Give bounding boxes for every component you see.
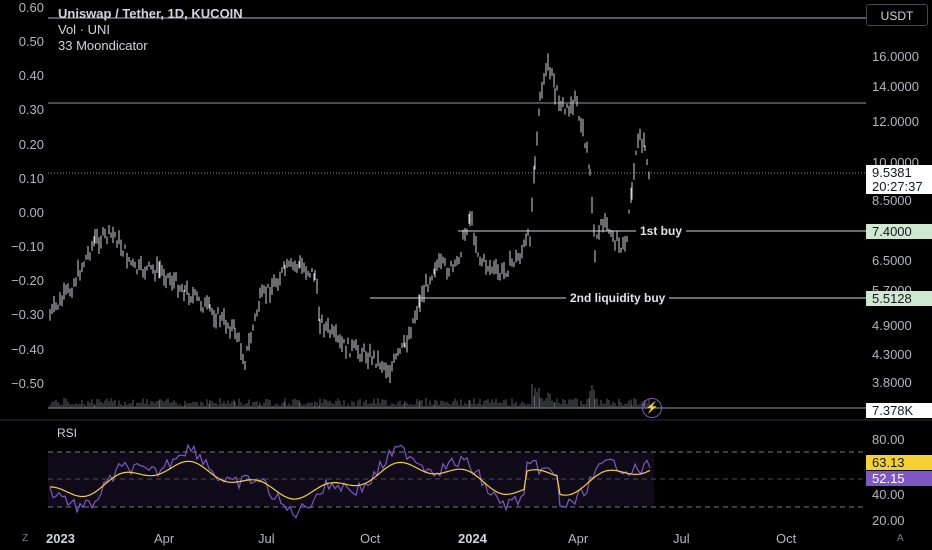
rsi-tick: 40.00 [872,487,905,502]
countdown-tag: 20:27:37 [866,179,932,194]
symbol-title[interactable]: Uniswap / Tether, 1D, KUCOIN [58,6,243,21]
left-tick: −0.50 [11,376,44,391]
left-tick: 0.10 [18,171,44,186]
liquidity-buy-label[interactable]: 2nd liquidity buy [566,291,670,305]
first-buy-price-tag: 7.4000 [866,224,932,239]
indicator-legend[interactable]: 33 Moondicator [58,38,148,53]
price-tick: 12.0000 [872,114,919,129]
left-tick: 0.40 [18,68,44,83]
time-tick: Oct [776,531,797,546]
rsi-line [49,443,651,519]
volume-tag: 7.378K [866,403,932,418]
volume-bars [49,384,650,408]
left-tick: −0.30 [11,307,44,322]
current-price-tag: 9.5381 [866,165,932,180]
left-tick: 0.20 [18,137,44,152]
left-tick: −0.40 [11,342,44,357]
rsi-value-tag: 52.15 [866,471,932,486]
price-tick: 8.5000 [872,193,912,208]
rsi-tick: 80.00 [872,432,905,447]
first-buy-label[interactable]: 1st buy [636,224,687,238]
liquidity-price-tag: 5.5128 [866,291,932,306]
left-tick: 0.30 [18,102,44,117]
time-tick: Jul [258,531,275,546]
price-tick: 14.0000 [872,79,919,94]
price-tick: 16.0000 [872,49,919,64]
rsi-ma-line [49,460,651,500]
time-tick: Jul [673,531,690,546]
time-tick: Apr [154,531,175,546]
currency-button[interactable]: USDT [866,4,928,26]
chart-legend[interactable]: Uniswap / Tether, 1D, KUCOIN Vol · UNI 3… [58,6,243,54]
price-tick: 4.3000 [872,347,912,362]
time-tick: Oct [360,531,381,546]
rsi-ma-value-tag: 63.13 [866,455,932,470]
rsi-tick: 20.00 [872,513,905,528]
zoom-button[interactable]: Z [22,533,29,544]
rsi-label[interactable]: RSI [57,426,78,440]
left-tick: −0.20 [11,273,44,288]
left-tick: 0.60 [18,0,44,15]
lightning-icon[interactable]: ⚡ [642,398,662,418]
price-candles [49,53,650,383]
price-tick: 4.9000 [872,318,912,333]
time-tick: 2024 [458,531,487,546]
left-tick: −0.10 [11,239,44,254]
time-tick: Apr [568,531,589,546]
price-tick: 3.8000 [872,375,912,390]
time-tick: 2023 [46,531,75,546]
auto-scale-button[interactable]: A [897,533,904,544]
volume-legend[interactable]: Vol · UNI [58,22,111,37]
price-tick: 6.5000 [872,253,912,268]
left-tick: 0.00 [18,205,44,220]
left-tick: 0.50 [18,34,44,49]
